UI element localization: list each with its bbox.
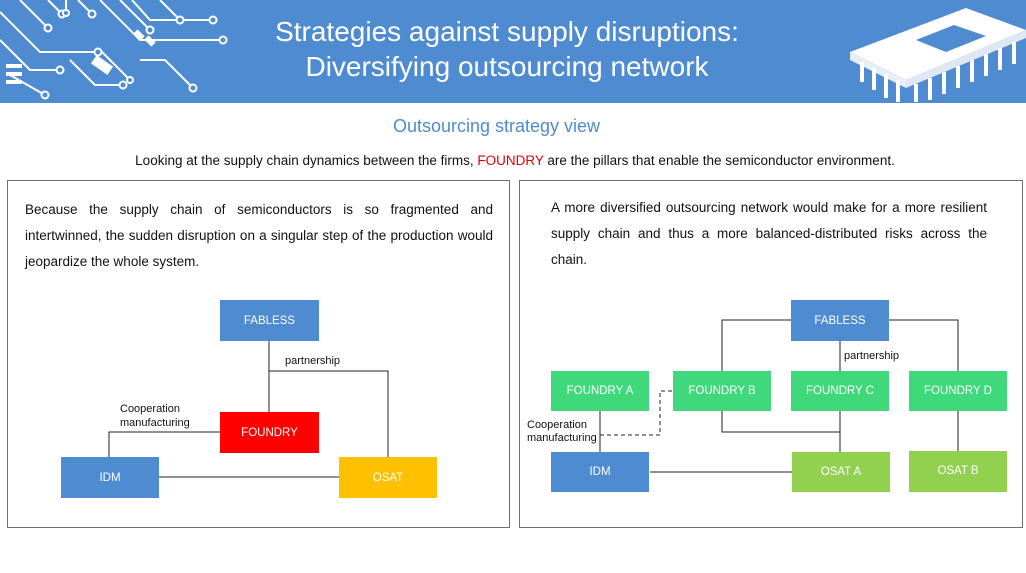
header-banner: Strategies against supply disruptions: D… bbox=[0, 0, 1026, 103]
fabless-label: FABLESS bbox=[814, 315, 865, 327]
foundry-b-label: FOUNDRY B bbox=[688, 385, 756, 397]
title-line-2: Diversifying outsourcing network bbox=[305, 51, 709, 82]
line-partnership-osat bbox=[269, 370, 389, 457]
cooperation-label-line1: Cooperation bbox=[527, 419, 587, 431]
intro-text-before: Looking at the supply chain dynamics bet… bbox=[135, 153, 478, 168]
fabless-box bbox=[220, 300, 319, 341]
foundry-label: FOUNDRY bbox=[241, 427, 298, 439]
idm-box bbox=[551, 452, 649, 492]
intro-sentence: Looking at the supply chain dynamics bet… bbox=[0, 153, 1026, 168]
foundry-a-label: FOUNDRY A bbox=[567, 385, 634, 397]
dashed-line-cooperation bbox=[600, 390, 672, 436]
line-fabless-foundry-d bbox=[889, 319, 959, 371]
osat-a-box bbox=[792, 452, 890, 492]
intro-text-after: are the pillars that enable the semicond… bbox=[543, 153, 895, 168]
right-diagram: FABLESS FOUNDRY A FOUNDRY B FOUNDRY C FO… bbox=[526, 300, 1007, 492]
foundry-d-label: FOUNDRY D bbox=[924, 385, 992, 397]
partnership-label: partnership bbox=[844, 350, 899, 362]
page-title: Strategies against supply disruptions: D… bbox=[200, 14, 814, 84]
cooperation-label-line1: Cooperation bbox=[120, 403, 180, 415]
idm-label: IDM bbox=[99, 472, 120, 484]
microchip-icon bbox=[850, 8, 1026, 102]
right-panel: A more diversified outsourcing network w… bbox=[519, 180, 1023, 528]
fabless-box bbox=[791, 300, 889, 341]
fabless-label: FABLESS bbox=[244, 315, 295, 327]
foundry-a-box bbox=[551, 371, 649, 411]
title-line-1: Strategies against supply disruptions: bbox=[275, 16, 739, 47]
idm-label: IDM bbox=[589, 466, 610, 478]
cooperation-label-line2: manufacturing bbox=[527, 432, 597, 444]
idm-box bbox=[61, 457, 159, 498]
osat-box bbox=[339, 457, 437, 498]
foundry-b-box bbox=[673, 371, 771, 411]
foundry-d-box bbox=[909, 371, 1007, 411]
osat-b-box bbox=[909, 451, 1007, 492]
line-foundry-b-osat-a bbox=[721, 411, 840, 433]
line-fabless-foundry-b bbox=[721, 319, 791, 371]
foundry-box bbox=[220, 412, 319, 453]
circuit-traces-icon bbox=[0, 0, 228, 100]
intro-highlight-foundry: FOUNDRY bbox=[477, 153, 544, 168]
right-panel-text: A more diversified outsourcing network w… bbox=[551, 200, 987, 267]
osat-a-label: OSAT A bbox=[821, 466, 862, 478]
cooperation-label-bg bbox=[526, 417, 599, 445]
foundry-c-label: FOUNDRY C bbox=[806, 385, 874, 397]
left-diagram: FABLESS FOUNDRY IDM OSAT partnership Coo… bbox=[61, 300, 437, 498]
left-panel: Because the supply chain of semiconducto… bbox=[7, 180, 510, 528]
foundry-c-box bbox=[791, 371, 889, 411]
partnership-label: partnership bbox=[285, 355, 340, 367]
osat-b-label: OSAT B bbox=[937, 465, 978, 477]
osat-label: OSAT bbox=[373, 472, 403, 484]
left-panel-text: Because the supply chain of semiconducto… bbox=[25, 202, 493, 269]
section-subtitle: Outsourcing strategy view bbox=[392, 116, 601, 136]
line-foundry-idm bbox=[108, 431, 220, 457]
cooperation-label-line2: manufacturing bbox=[120, 417, 190, 429]
